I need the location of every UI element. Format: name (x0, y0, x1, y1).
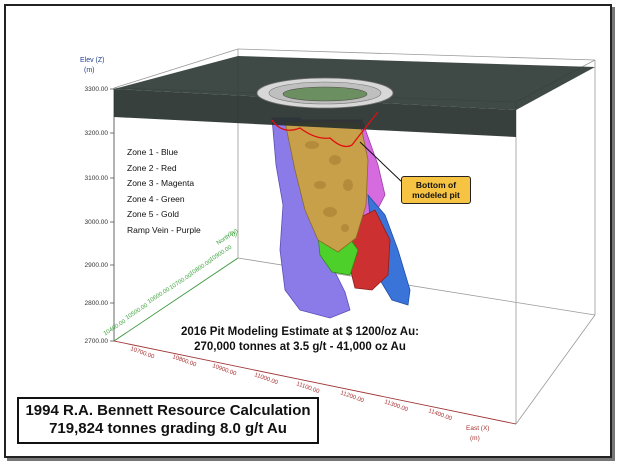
east-tick-label: 10800.00 (171, 354, 197, 368)
box-edge (515, 314, 596, 425)
legend-item: Zone 2 - Red (127, 162, 177, 173)
resource-line-2: 719,824 tonnes grading 8.0 g/t Au (49, 420, 287, 437)
north-tick-label: 10600.00 (147, 286, 172, 305)
north-axis (113, 257, 239, 342)
resource-calculation-box: 1994 R.A. Bennett Resource Calculation 7… (17, 397, 319, 444)
north-axis-unit: (m) (228, 232, 237, 238)
legend-item: Zone 1 - Blue (127, 147, 179, 157)
estimate-line-1: 2016 Pit Modeling Estimate at $ 1200/oz … (181, 326, 419, 338)
north-tick-label: 10700.00 (169, 272, 194, 291)
legend-item: Ramp Vein - Purple (127, 224, 201, 235)
elev-tick-label: 2700.00 (85, 338, 109, 345)
east-tick-label: 11100.00 (295, 381, 320, 395)
surface-front (114, 89, 516, 137)
east-axis-unit: (m) (470, 435, 480, 442)
box-edge (113, 48, 239, 89)
north-tick-label: 10900.00 (209, 244, 234, 263)
pit-shell (256, 77, 394, 148)
north-tick-label: 10500.00 (125, 302, 150, 321)
elev-tick-label: 2900.00 (85, 262, 109, 269)
elev-tick-label: 3100.00 (85, 175, 109, 182)
callout-leader (359, 141, 404, 184)
elev-axis (110, 88, 115, 342)
ore-zones (271, 117, 411, 319)
zone-legend: Zone 1 - Blue Zone 2 - Red Zone 3 - Magent… (127, 145, 201, 239)
elev-tick-label: 3000.00 (85, 219, 109, 226)
legend-item: Zone 5 - Gold (127, 209, 179, 220)
pit-estimate-text: 2016 Pit Modeling Estimate at $ 1200/oz … (160, 325, 440, 355)
east-axis (113, 340, 517, 425)
elev-axis-title: Elev (Z) (80, 57, 105, 64)
estimate-line-2: 270,000 tonnes at 3.5 g/t - 41,000 oz Au (194, 341, 406, 353)
legend-item: Zone 3 - Magenta (127, 178, 195, 189)
resource-line-1: 1994 R.A. Bennett Resource Calculation (25, 402, 311, 419)
elev-axis-unit: (m) (84, 67, 95, 74)
pit-floor (282, 86, 368, 102)
pit-outline (271, 111, 379, 148)
elev-tick-label: 3300.00 (85, 86, 109, 93)
legend-item: Zone 4 - Green (127, 193, 185, 204)
elev-tick-label: 3200.00 (85, 130, 109, 137)
north-tick-label: 10800.00 (189, 258, 214, 277)
callout-line-2: modeled pit (412, 190, 460, 200)
gold-texture (305, 141, 353, 232)
zone-5-gold-solid (284, 121, 369, 253)
pit-bottom-callout: Bottom of modeled pit (401, 176, 471, 204)
callout-line-1: Bottom of (415, 180, 457, 190)
east-axis-title: East (X) (466, 425, 489, 432)
elev-tick-label: 2800.00 (85, 300, 109, 307)
box-edge (237, 48, 596, 61)
